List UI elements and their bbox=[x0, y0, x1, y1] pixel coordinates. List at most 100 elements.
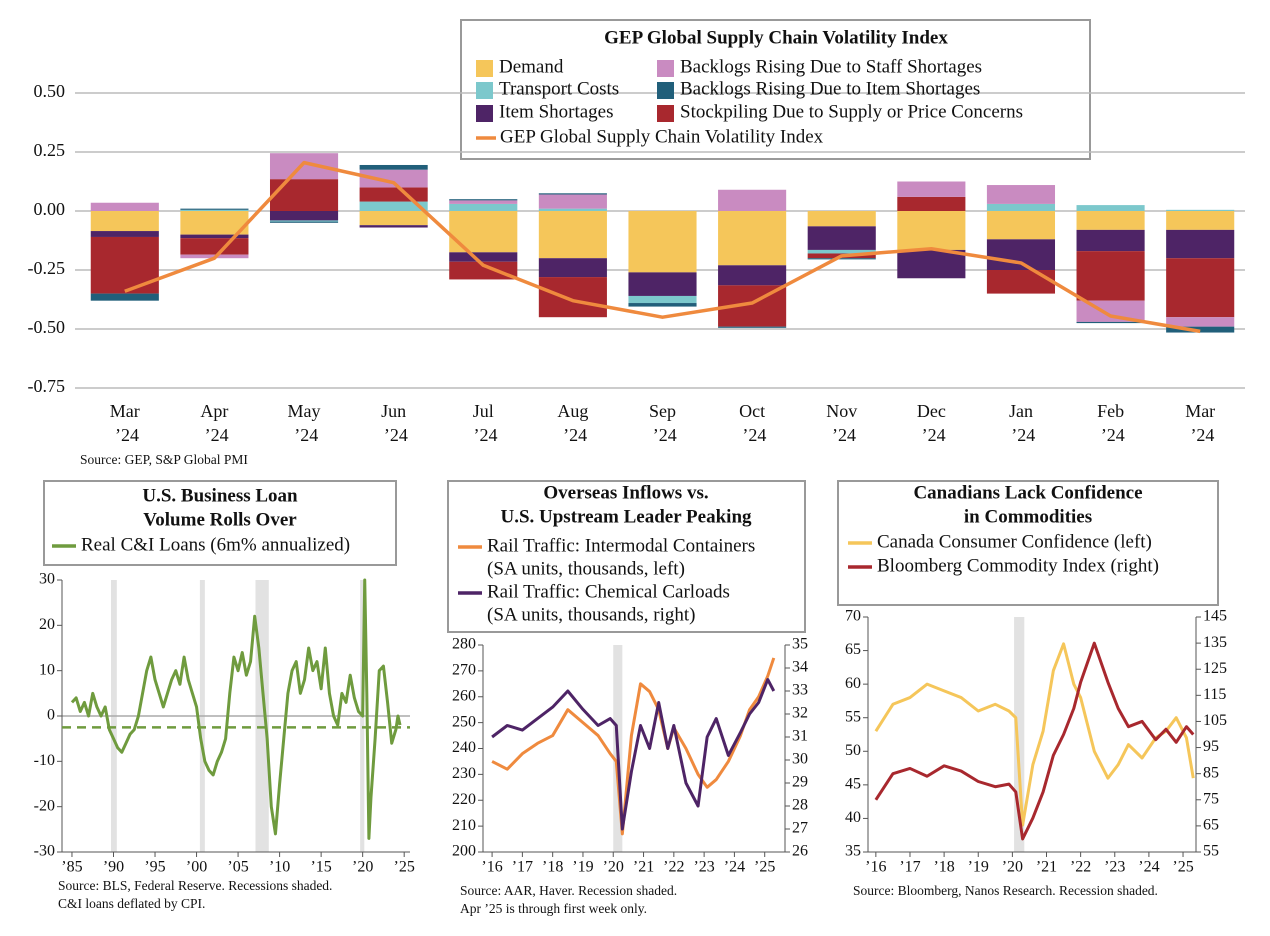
bar-segment bbox=[449, 211, 518, 253]
chart-title: U.S. Business Loan bbox=[142, 485, 298, 506]
y-tick-label: -0.75 bbox=[28, 376, 66, 396]
legend-swatch bbox=[657, 105, 674, 122]
x-tick-label: ’17 bbox=[899, 859, 920, 876]
legend-label: (SA units, thousands, left) bbox=[487, 558, 685, 579]
legend-label: Backlogs Rising Due to Staff Shortages bbox=[680, 56, 982, 77]
bar-segment bbox=[1166, 317, 1235, 327]
legend-swatch bbox=[476, 105, 493, 122]
y-tick-label: 230 bbox=[452, 765, 476, 782]
legend-label: Rail Traffic: Chemical Carloads bbox=[487, 581, 730, 602]
legend-swatch bbox=[476, 82, 493, 99]
bar-segment bbox=[90, 293, 159, 301]
bar-segment bbox=[359, 225, 428, 228]
bar-segment bbox=[359, 169, 428, 188]
chart-title: U.S. Upstream Leader Peaking bbox=[500, 506, 752, 527]
x-tick-label: Sep ’24 bbox=[648, 401, 677, 445]
bar-segment bbox=[628, 295, 697, 304]
bar-segment bbox=[90, 236, 159, 294]
bar-segment bbox=[897, 196, 966, 211]
bar-segment bbox=[269, 220, 339, 222]
x-tick-label: Jul ’24 bbox=[469, 401, 498, 445]
y2-tick-label: 95 bbox=[1203, 738, 1219, 755]
bar-segment bbox=[1166, 229, 1235, 259]
x-tick-label-line: Mar bbox=[110, 401, 140, 421]
bar-segment bbox=[1166, 211, 1235, 230]
series-line bbox=[491, 678, 776, 831]
chart-title: Overseas Inflows vs. bbox=[543, 482, 708, 503]
bar-segment bbox=[538, 208, 607, 211]
bar-segment bbox=[538, 211, 607, 259]
y-tick-label: 0.00 bbox=[34, 199, 66, 219]
x-tick-label: ’85 bbox=[61, 859, 82, 876]
y-tick-label: 240 bbox=[452, 739, 476, 756]
series-line bbox=[70, 578, 402, 840]
x-tick-label: Jan ’24 bbox=[1007, 401, 1036, 445]
y-tick-label: 70 bbox=[845, 608, 861, 625]
bar-segment bbox=[269, 153, 339, 180]
x-tick-label: ’20 bbox=[603, 859, 624, 876]
bar-segment bbox=[180, 208, 249, 210]
bar-segment bbox=[449, 200, 518, 204]
y2-tick-label: 145 bbox=[1203, 608, 1227, 625]
bar-segment bbox=[90, 231, 159, 237]
y-tick-label: -10 bbox=[34, 752, 55, 769]
y2-tick-label: 115 bbox=[1203, 686, 1226, 703]
y2-tick-label: 28 bbox=[792, 797, 808, 814]
bar-segment bbox=[1076, 251, 1145, 301]
x-tick-label: ’21 bbox=[1036, 859, 1057, 876]
x-tick-label-line: ’24 bbox=[379, 425, 408, 445]
x-tick-label: ’24 bbox=[724, 859, 745, 876]
x-tick-label: Nov ’24 bbox=[826, 401, 857, 445]
x-tick-label: ’95 bbox=[144, 859, 165, 876]
source-note: Source: BLS, Federal Reserve. Recessions… bbox=[58, 878, 332, 893]
x-tick-label-line: ’24 bbox=[648, 425, 677, 445]
y-tick-label: 65 bbox=[845, 641, 861, 658]
legend-label: Transport Costs bbox=[499, 78, 619, 99]
bar-segment bbox=[1076, 205, 1145, 211]
x-tick-label-line: Feb bbox=[1097, 401, 1124, 421]
x-tick-label: ’20 bbox=[1002, 859, 1023, 876]
bar-segment bbox=[807, 249, 876, 254]
x-tick-label: ’19 bbox=[968, 859, 989, 876]
y2-tick-label: 32 bbox=[792, 705, 808, 722]
x-tick-label: Apr ’24 bbox=[200, 401, 229, 445]
recession-band bbox=[1014, 617, 1025, 852]
y2-tick-label: 31 bbox=[792, 728, 808, 745]
legend-title: GEP Global Supply Chain Volatility Index bbox=[604, 27, 948, 48]
y-tick-label: 60 bbox=[845, 675, 861, 692]
x-tick-label-line: Sep bbox=[649, 401, 676, 421]
bar-segment bbox=[718, 326, 787, 328]
x-tick-label: Dec ’24 bbox=[917, 401, 946, 445]
bar-segment bbox=[628, 303, 697, 307]
y2-tick-label: 85 bbox=[1203, 764, 1219, 781]
x-tick-label-line: Dec bbox=[917, 401, 946, 421]
x-tick-label: ’20 bbox=[352, 859, 373, 876]
x-tick-label-line: May bbox=[288, 401, 321, 421]
y-tick-label: -20 bbox=[34, 797, 55, 814]
source-note: C&I loans deflated by CPI. bbox=[58, 896, 205, 911]
y-tick-label: -0.50 bbox=[28, 317, 66, 337]
bar-segment bbox=[628, 272, 697, 296]
x-tick-label-line: Nov bbox=[826, 401, 857, 421]
x-tick-label: ’22 bbox=[1070, 859, 1091, 876]
series-line bbox=[491, 657, 776, 836]
x-tick-label: ’23 bbox=[1104, 859, 1125, 876]
bar-segment bbox=[628, 211, 697, 273]
bar-segment bbox=[359, 187, 428, 202]
legend-label: Item Shortages bbox=[499, 101, 614, 122]
x-tick-label: Jun ’24 bbox=[379, 401, 408, 445]
bar-segment bbox=[986, 185, 1056, 204]
bar-segment bbox=[449, 252, 518, 262]
x-tick-label-line: Jun bbox=[381, 401, 406, 421]
x-tick-label: Mar ’24 bbox=[110, 401, 140, 445]
x-tick-label-line: ’24 bbox=[738, 425, 767, 445]
y2-tick-label: 33 bbox=[792, 682, 808, 699]
y-tick-label: 0.50 bbox=[34, 81, 66, 101]
bar-segment bbox=[269, 211, 339, 221]
bar-segment bbox=[986, 203, 1056, 211]
legend-label: Canada Consumer Confidence (left) bbox=[877, 531, 1152, 552]
source-note: Source: Bloomberg, Nanos Research. Reces… bbox=[853, 883, 1158, 898]
legend-swatch bbox=[476, 60, 493, 77]
bar-segment bbox=[1076, 211, 1145, 230]
x-tick-label-line: ’24 bbox=[559, 425, 588, 445]
